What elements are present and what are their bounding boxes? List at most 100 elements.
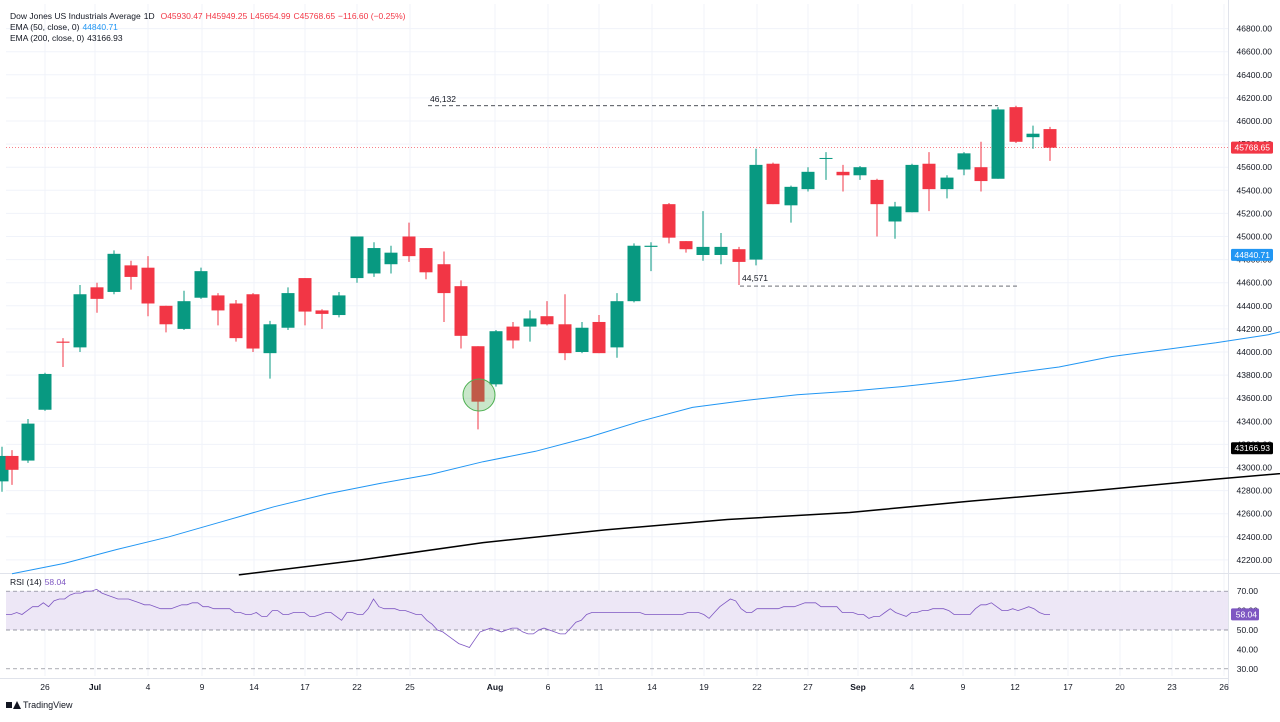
time-tick-label: 17: [1063, 682, 1073, 692]
candle-body-up: [957, 153, 971, 170]
candle-body-down: [454, 286, 468, 336]
time-tick-label: 4: [910, 682, 915, 692]
candle-body-up: [696, 246, 710, 255]
rsi-tick-label: 50.00: [1237, 625, 1259, 635]
price-tick-label: 42400.00: [1237, 532, 1273, 542]
time-tick-label: 25: [405, 682, 415, 692]
candle-body-up: [194, 271, 208, 298]
candle-body-down: [679, 241, 693, 250]
price-tick-label: 44600.00: [1237, 278, 1273, 288]
candle-body-up: [384, 252, 398, 265]
price-tick-label: 45600.00: [1237, 162, 1273, 172]
rsi-value-tag: 58.04: [1236, 609, 1258, 619]
legend-rsi: RSI (14) 58.04: [10, 577, 69, 588]
candle-body-up: [177, 301, 191, 329]
candle-body-up: [523, 318, 537, 327]
price-tick-label: 46200.00: [1237, 93, 1273, 103]
time-tick-label: 14: [647, 682, 657, 692]
time-tick-label: 23: [1167, 682, 1177, 692]
candle-body-up: [610, 301, 624, 348]
legend-ema200-value: 43166.93: [87, 33, 123, 43]
candle-body-up: [714, 246, 728, 255]
candle-body-up: [888, 206, 902, 222]
ema-touch-highlight: [462, 378, 496, 412]
candle-body-up: [489, 331, 503, 385]
candle-body-down: [870, 179, 884, 205]
candle-body-up: [281, 293, 295, 328]
ema50-price-tag-bg: [1231, 248, 1273, 261]
legend-ema200: EMA (200, close, 0) 43166.93: [10, 33, 126, 44]
candle-body-down: [662, 204, 676, 238]
candle-body-down: [540, 316, 554, 325]
price-tick-label: 45000.00: [1237, 232, 1273, 242]
candle-body-up: [73, 294, 87, 348]
legend-interval: 1D: [143, 11, 155, 21]
rsi-band: [6, 591, 1228, 630]
ema50-line: [11, 331, 1280, 575]
tradingview-logo[interactable]: TradingView: [6, 700, 73, 710]
candle-body-down: [90, 287, 104, 299]
legend-low: L45654.99: [250, 11, 291, 21]
price-tick-label: 46800.00: [1237, 24, 1273, 34]
time-tick-label: 20: [1115, 682, 1125, 692]
time-tick-label: 26: [1219, 682, 1229, 692]
legend-ema50: EMA (50, close, 0) 44840.71: [10, 22, 121, 33]
candle-body-up: [749, 164, 763, 260]
tradingview-logo-text: TradingView: [23, 700, 73, 710]
candle-body-down: [124, 265, 138, 277]
candle-body-up: [263, 324, 277, 354]
price-tick-label: 45200.00: [1237, 208, 1273, 218]
candle-body-up: [991, 109, 1005, 179]
time-tick-label: Aug: [487, 682, 504, 692]
candle-body-up: [575, 327, 589, 352]
legend-ema50-label: EMA (50, close, 0): [10, 22, 80, 32]
candle-body-down: [732, 249, 746, 262]
tradingview-logo-icon: [6, 701, 21, 709]
candle-body-up: [627, 245, 641, 302]
rsi-tick-label: 30.00: [1237, 664, 1259, 674]
price-tick-label: 44400.00: [1237, 301, 1273, 311]
time-tick-label: 9: [200, 682, 205, 692]
candle-body-down: [592, 321, 606, 354]
candle-body-down: [402, 236, 416, 257]
candle-body-up: [905, 164, 919, 213]
price-tick-label: 43000.00: [1237, 463, 1273, 473]
ema200-price-tag-bg: [1231, 442, 1273, 455]
time-tick-label: 9: [961, 682, 966, 692]
candle-body-down: [229, 303, 243, 339]
rsi-tick-label: 70.00: [1237, 586, 1259, 596]
candle-body-down: [246, 294, 260, 349]
candle-body-up: [819, 157, 833, 159]
legend-open: O45930.47: [160, 11, 203, 21]
candle-body-down: [315, 310, 329, 314]
candle-body-down: [766, 163, 780, 205]
price-tick-label: 46400.00: [1237, 70, 1273, 80]
time-tick-label: 22: [752, 682, 762, 692]
candle-body-down: [506, 326, 520, 341]
legend-main: Dow Jones US Industrials Average 1D O45930…: [10, 11, 408, 22]
last-price-tag-bg: [1231, 141, 1273, 154]
candle-body-up: [940, 177, 954, 190]
candle-body-up: [367, 248, 381, 274]
price-tick-label: 42800.00: [1237, 486, 1273, 496]
price-tick-label: 43400.00: [1237, 416, 1273, 426]
candle-body-down: [159, 305, 173, 325]
candle-body-down: [419, 248, 433, 273]
time-tick-label: 27: [803, 682, 813, 692]
price-tick-label: 46000.00: [1237, 116, 1273, 126]
price-tick-label: 42600.00: [1237, 509, 1273, 519]
candle-body-down: [5, 455, 19, 470]
last-price-tag: 45768.65: [1235, 143, 1271, 153]
time-tick-label: 22: [352, 682, 362, 692]
time-tick-label: 6: [546, 682, 551, 692]
candle-body-down: [141, 267, 155, 304]
candle-body-down: [558, 324, 572, 354]
candle-body-up: [332, 295, 346, 316]
legend-ema50-value: 44840.71: [82, 22, 118, 32]
price-tick-label: 42200.00: [1237, 555, 1273, 565]
candle-body-down: [1043, 129, 1057, 148]
candle-body-down: [1009, 107, 1023, 142]
legend-symbol: Dow Jones US Industrials Average: [10, 11, 141, 21]
